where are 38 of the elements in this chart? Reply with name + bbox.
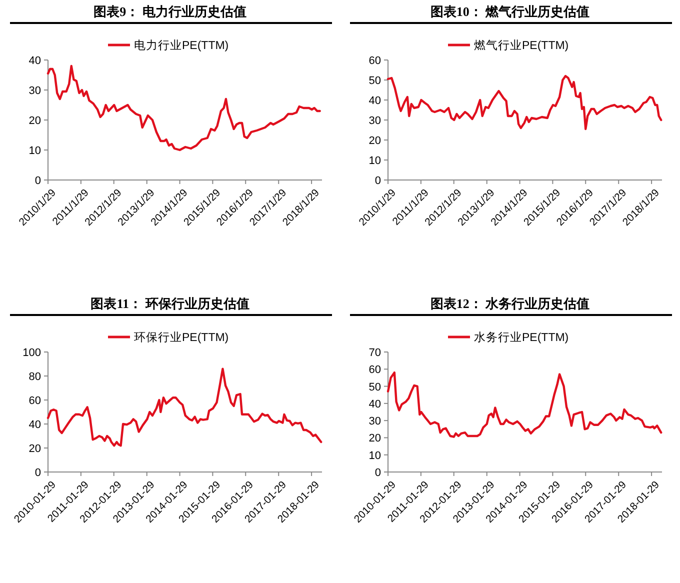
y-tick-label: 10 (368, 155, 381, 167)
chart-title: 图表10： 燃气行业历史估值 (430, 4, 590, 19)
y-tick-label: 60 (368, 55, 381, 67)
legend-label: 水务行业PE(TTM) (474, 331, 569, 344)
y-tick-label: 40 (28, 419, 41, 431)
y-tick-label: 40 (28, 55, 41, 67)
chart-title: 图表12： 水务行业历史估值 (430, 296, 590, 311)
y-tick-label: 20 (28, 115, 41, 127)
y-tick-label: 40 (368, 398, 381, 410)
line-series (46, 64, 321, 152)
y-tick-label: 0 (374, 467, 381, 479)
y-tick-label: 60 (28, 395, 41, 407)
y-tick-label: 20 (368, 432, 381, 445)
y-tick-label: 30 (368, 416, 381, 428)
legend-label: 环保行业PE(TTM) (134, 331, 229, 344)
y-tick-label: 30 (368, 115, 381, 127)
legend-label: 电力行业PE(TTM) (134, 39, 229, 52)
y-tick-label: 50 (368, 381, 381, 394)
y-tick-label: 0 (34, 175, 41, 187)
line-series (386, 74, 662, 130)
y-tick-label: 60 (368, 364, 381, 376)
y-tick-label: 70 (368, 347, 381, 359)
y-tick-label: 40 (368, 95, 381, 107)
line-series (46, 368, 322, 447)
y-tick-label: 0 (374, 175, 381, 187)
y-tick-label: 10 (28, 145, 41, 157)
y-tick-label: 30 (28, 85, 41, 97)
y-tick-label: 20 (28, 443, 41, 455)
chart-title: 图表11： 环保行业历史估值 (90, 296, 250, 311)
y-tick-label: 20 (368, 135, 381, 147)
chart-title: 图表9： 电力行业历史估值 (94, 4, 246, 19)
y-tick-label: 100 (22, 347, 41, 359)
y-tick-label: 0 (34, 467, 41, 479)
y-tick-label: 10 (368, 450, 381, 462)
line-series (386, 371, 662, 438)
y-tick-label: 50 (368, 75, 381, 87)
legend-label: 燃气行业PE(TTM) (474, 39, 569, 52)
y-tick-label: 80 (28, 371, 41, 383)
